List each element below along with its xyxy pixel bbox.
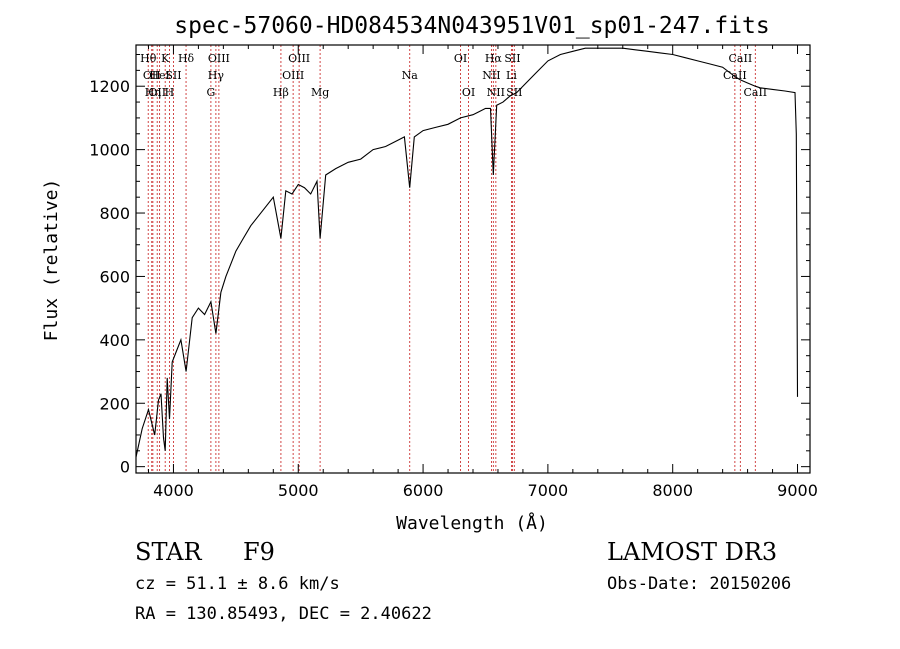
spectral-line-labels: HθOIIHηOIIHeIKHSIIHδGHγOIIIHβOIIIOIIIMgN…	[140, 52, 767, 99]
line-label: OIII	[288, 52, 310, 65]
x-tick-label: 6000	[403, 481, 444, 500]
survey-name: LAMOST DR3	[607, 538, 778, 566]
x-axis: 4000 5000 6000 7000 8000 9000	[147, 45, 818, 500]
x-tick-label: 5000	[278, 481, 319, 500]
object-class: STAR	[135, 538, 202, 566]
line-label: OIII	[282, 69, 304, 82]
y-tick-label: 0	[120, 458, 130, 477]
line-label: SII	[504, 52, 520, 65]
x-tick-label: 4000	[153, 481, 194, 500]
y-tick-label: 200	[99, 394, 130, 413]
observation-date: Obs-Date: 20150206	[607, 574, 792, 594]
y-tick-label: 1000	[89, 141, 130, 160]
line-label: OII	[143, 69, 161, 82]
x-tick-label: 8000	[652, 481, 693, 500]
x-axis-label: Wavelength (Å)	[396, 512, 548, 534]
line-label: OI	[454, 52, 467, 65]
x-tick-label: 7000	[528, 481, 569, 500]
line-label: CaII	[723, 69, 747, 82]
y-axis-label: Flux (relative)	[41, 179, 62, 342]
y-axis: 0 200 400 600 800 1000 1200	[89, 54, 810, 477]
line-label: Hθ	[140, 52, 157, 65]
line-label: OI	[462, 86, 475, 99]
line-label: Li	[506, 69, 517, 82]
object-subclass: F9	[243, 538, 275, 566]
line-label: NII	[487, 86, 505, 99]
line-label: OII	[148, 86, 166, 99]
spectral-line-markers	[147, 45, 756, 473]
line-label: K	[161, 52, 170, 65]
line-label: Na	[402, 69, 419, 82]
line-label: Mg	[311, 86, 329, 99]
coordinates: RA = 130.85493, DEC = 2.40622	[135, 604, 432, 624]
line-label: Hδ	[178, 52, 195, 65]
spectrum-line	[135, 47, 799, 458]
line-label: CaII	[743, 86, 767, 99]
line-label: Hβ	[273, 86, 289, 99]
line-label: H	[165, 86, 175, 99]
plot-frame	[135, 44, 811, 474]
y-tick-label: 800	[99, 204, 130, 223]
line-label: HeI	[149, 69, 169, 82]
y-tick-label: 400	[99, 331, 130, 350]
x-tick-label: 9000	[777, 481, 818, 500]
line-label: Hη	[145, 86, 161, 99]
chart-title: spec-57060-HD084534N043951V01_sp01-247.f…	[174, 13, 769, 39]
line-label: G	[206, 86, 215, 99]
redshift-cz: cz = 51.1 ± 8.6 km/s	[135, 574, 340, 594]
y-tick-label: 600	[99, 267, 130, 286]
line-label: CaII	[729, 52, 753, 65]
line-label: NII	[482, 69, 500, 82]
line-label: Hγ	[208, 69, 225, 82]
line-label: OIII	[208, 52, 230, 65]
line-label: SII	[165, 69, 181, 82]
line-label: Hα	[485, 52, 503, 65]
y-tick-label: 1200	[89, 77, 130, 96]
